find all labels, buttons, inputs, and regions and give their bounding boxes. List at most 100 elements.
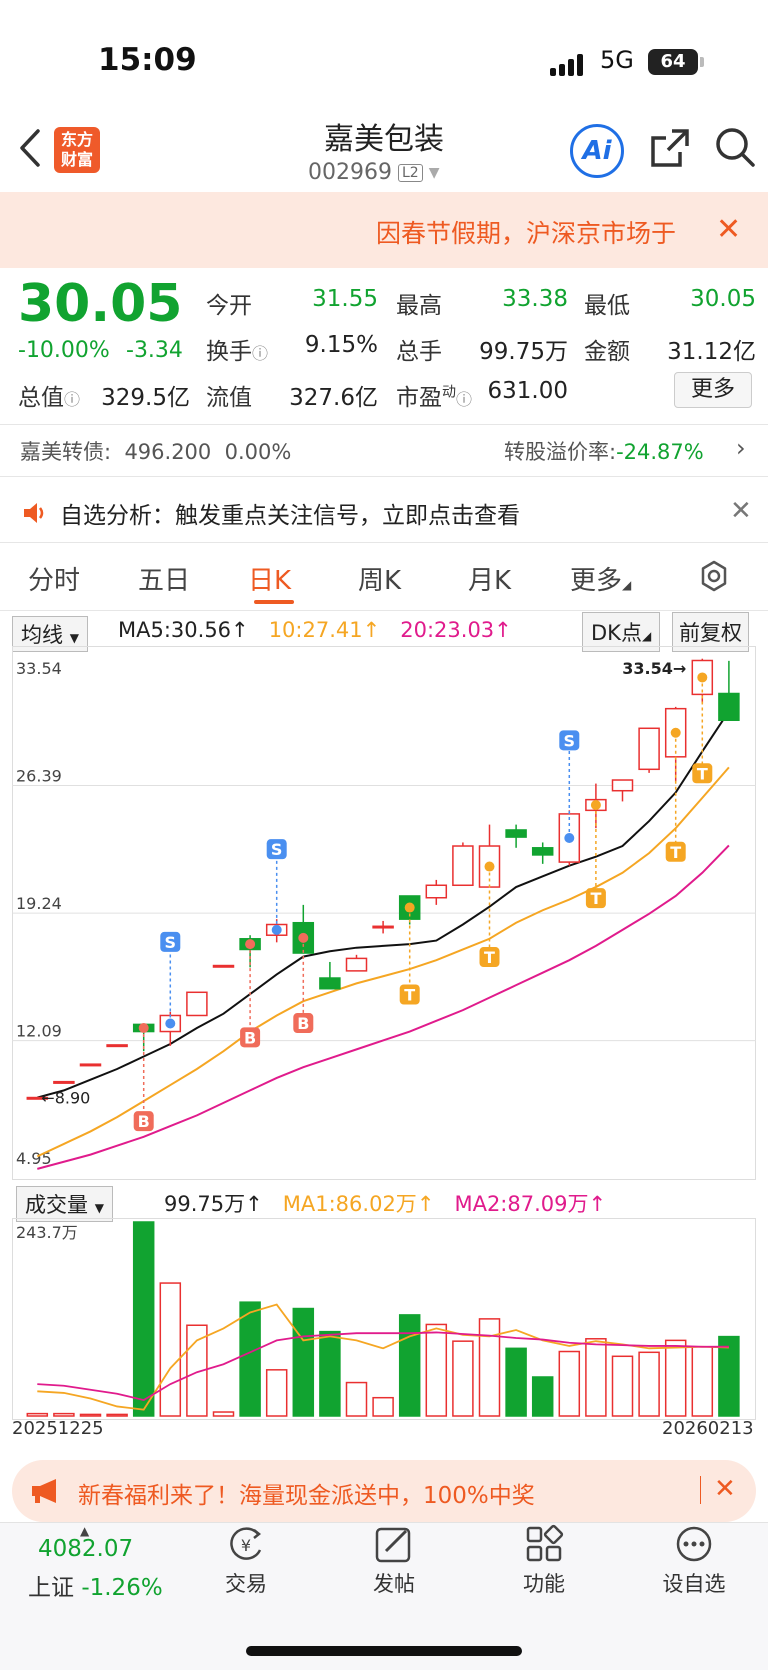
- turnover-value: 9.15%: [304, 332, 378, 358]
- signal-dot: [590, 799, 601, 810]
- convertible-bond-row[interactable]: 嘉美转债: 496.200 0.00%: [20, 436, 291, 466]
- adjust-select[interactable]: 前复权: [672, 612, 749, 652]
- volume-frame: [12, 1218, 756, 1420]
- divider: [0, 424, 768, 425]
- ma20-label: 20:23.03: [400, 618, 495, 642]
- promo-banner[interactable]: [12, 1460, 756, 1522]
- chevron-right-icon[interactable]: ›: [736, 434, 746, 462]
- signal-badge: [479, 947, 500, 968]
- triangle-icon: ◢: [622, 578, 632, 592]
- volume-bar: [558, 1350, 581, 1417]
- more-dots-icon: [676, 1526, 712, 1562]
- candle-body: [611, 779, 634, 792]
- volume-bar: [531, 1376, 554, 1417]
- signal-badge: [585, 888, 606, 909]
- volume-bar: [79, 1413, 102, 1417]
- index-value[interactable]: 4082.07: [38, 1536, 134, 1562]
- y-tick-label: 12.09: [16, 1022, 62, 1041]
- volume-bar: [26, 1412, 49, 1417]
- candle-body: [186, 991, 208, 1017]
- analysis-text: 自选分析：触发重点关注信号，立即点击查看: [60, 503, 520, 529]
- volume-bar: [132, 1221, 155, 1417]
- pe-superscript: 动: [442, 384, 456, 401]
- index-ticker[interactable]: 上证 -1.26%: [28, 1575, 163, 1601]
- ai-button[interactable]: Ai: [570, 124, 624, 178]
- volume-bar: [664, 1339, 687, 1417]
- tab-daily-k[interactable]: 日K: [248, 566, 292, 596]
- vol-ma1-label: MA1:86.02万: [282, 1192, 417, 1216]
- volume-chart[interactable]: 243.7万: [12, 1218, 756, 1420]
- volume-bar: [239, 1301, 261, 1417]
- nav-trade[interactable]: ¥ 交易: [196, 1524, 296, 1598]
- status-time: 15:09: [98, 42, 197, 78]
- volume-bar: [53, 1412, 75, 1417]
- nav-add-watchlist[interactable]: 设自选: [644, 1524, 744, 1598]
- stock-code-row[interactable]: 002969 L2 ▼: [308, 160, 439, 185]
- conversion-premium[interactable]: 转股溢价率:-24.87%: [504, 436, 704, 466]
- gear-icon[interactable]: [698, 560, 730, 592]
- high-marker: 33.54→: [622, 659, 686, 678]
- amount-label: 金额: [584, 339, 630, 365]
- signal-badge: [133, 1111, 154, 1132]
- signal-dot: [298, 932, 309, 943]
- mktcap-label: 总值ⓘ: [18, 385, 81, 411]
- notice-close-icon[interactable]: ✕: [716, 212, 742, 247]
- analysis-banner[interactable]: 自选分析：触发重点关注信号，立即点击查看: [22, 496, 520, 530]
- signal-badge: [692, 763, 713, 784]
- promo-text: 新春福利来了！海量现金派送中，100%中奖: [78, 1483, 535, 1509]
- tab-weekly-k[interactable]: 周K: [358, 566, 402, 596]
- ma5-line: [37, 710, 730, 1099]
- candle-body: [452, 845, 474, 887]
- dk-point-select[interactable]: DK点◢: [582, 612, 661, 652]
- signal-label: S: [564, 731, 576, 750]
- candle-body: [79, 1063, 102, 1067]
- app-logo[interactable]: 东方 财富: [54, 127, 100, 173]
- volume-bar: [425, 1323, 448, 1417]
- holiday-notice-text: 因春节假期，沪深京市场于: [376, 219, 677, 248]
- expand-up-icon[interactable]: ▲: [80, 1524, 90, 1538]
- signal-dot: [245, 939, 256, 950]
- ma10-line: [36, 766, 730, 1158]
- signal-label: T: [590, 889, 601, 908]
- tab-five-day[interactable]: 五日: [138, 566, 191, 596]
- premium-value: -24.87%: [616, 440, 704, 464]
- volume-bar: [505, 1347, 527, 1417]
- tab-monthly-k[interactable]: 月K: [468, 566, 512, 596]
- info-icon: ⓘ: [64, 390, 81, 409]
- signal-label: T: [404, 986, 415, 1005]
- nav-post[interactable]: 发帖: [344, 1524, 444, 1598]
- volume-bar: [372, 1396, 394, 1417]
- volume-value: 99.75万: [479, 339, 568, 365]
- search-icon[interactable]: [714, 126, 756, 168]
- bottom-nav: [0, 1522, 768, 1670]
- signal-badge: [665, 841, 686, 862]
- more-button[interactable]: 更多: [674, 372, 752, 408]
- change-amount: -3.34: [126, 338, 183, 363]
- candle-body: [106, 1044, 128, 1048]
- signal-label: S: [165, 933, 177, 952]
- nav-functions[interactable]: 功能: [494, 1524, 594, 1598]
- volume-indicator-select[interactable]: 成交量 ▼: [16, 1186, 113, 1222]
- signal-dot: [484, 861, 495, 872]
- promo-close-icon[interactable]: ✕: [714, 1474, 736, 1504]
- back-arrow-icon[interactable]: [18, 128, 42, 168]
- signal-label: T: [484, 948, 495, 967]
- volume-bar: [638, 1351, 660, 1417]
- dropdown-triangle-icon: ▼: [428, 164, 440, 181]
- kline-chart[interactable]: 33.5426.3919.2412.094.95BSBSBTTSTTT33.54…: [12, 646, 756, 1180]
- holiday-notice-bar[interactable]: [0, 192, 768, 268]
- tab-more[interactable]: 更多◢: [570, 566, 632, 596]
- candle-body: [53, 1080, 75, 1084]
- volume-legend: 99.75万↑ MA1:86.02万↑ MA2:87.09万↑: [164, 1192, 607, 1216]
- tab-intraday[interactable]: 分时: [28, 566, 81, 596]
- volume-bar: [691, 1345, 714, 1417]
- signal-label: B: [297, 1014, 309, 1033]
- edit-icon: [375, 1527, 411, 1563]
- analysis-close-icon[interactable]: ✕: [730, 496, 752, 526]
- candle-body: [638, 727, 660, 771]
- share-icon[interactable]: [650, 128, 690, 168]
- signal-badge: [240, 1027, 261, 1048]
- signal-badge: [559, 730, 580, 751]
- battery-icon: 64: [648, 49, 704, 75]
- turnover-label: 换手ⓘ: [206, 339, 269, 365]
